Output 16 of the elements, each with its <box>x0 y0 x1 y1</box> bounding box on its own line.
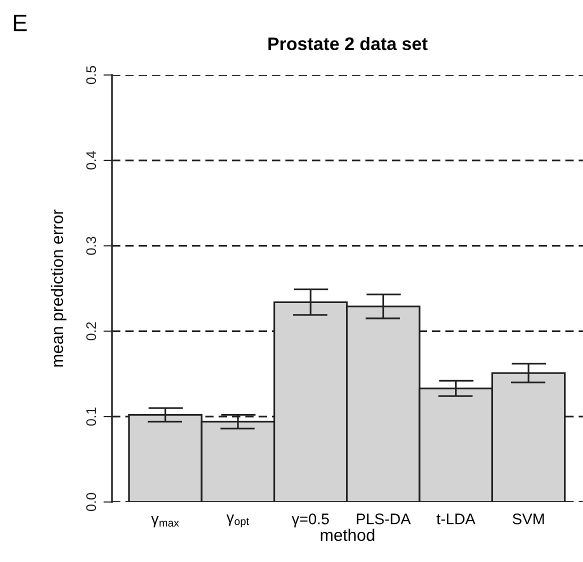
x-axis-title: method <box>320 528 374 541</box>
y-tick-label: 0.0 <box>86 492 96 512</box>
chart-title: Prostate 2 data set <box>268 36 428 50</box>
y-tick-label: 0.3 <box>86 236 96 255</box>
x-tick-label: γ$_{max}$ <box>151 516 179 528</box>
text: E <box>14 14 27 32</box>
x-tick-label: SVM <box>512 514 544 524</box>
x-tick-label: PLS-DA <box>356 514 411 524</box>
y-axis-title: mean prediction error <box>50 210 66 367</box>
x-tick-label: t-LDA <box>436 514 476 524</box>
x-tick-label: γ$_{opt}$ <box>226 514 249 528</box>
x-tick-label: γ=0.5 <box>292 514 329 528</box>
y-tick-label: 0.1 <box>86 408 96 426</box>
y-tick-label: 0.5 <box>86 66 96 84</box>
y-tick-label: 0.4 <box>86 151 96 170</box>
y-tick-label: 0.2 <box>86 322 96 340</box>
